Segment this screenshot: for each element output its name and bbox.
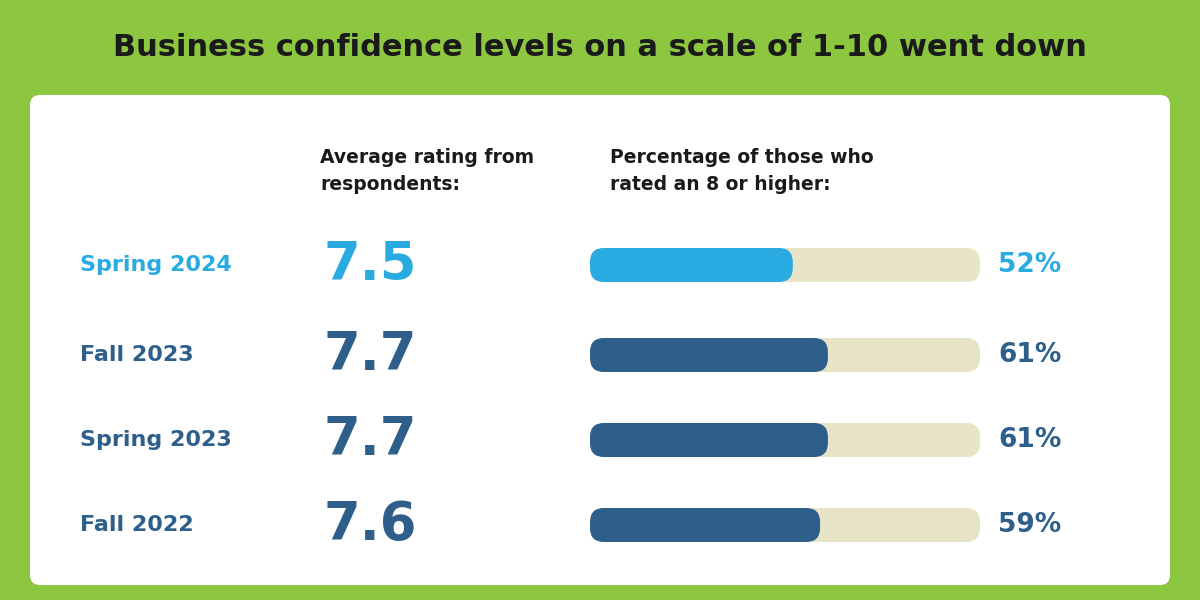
FancyBboxPatch shape [590,508,980,542]
Text: 52%: 52% [998,252,1061,278]
FancyBboxPatch shape [590,248,793,282]
Text: 7.7: 7.7 [323,414,416,466]
Text: Average rating from
respondents:: Average rating from respondents: [320,148,534,193]
Text: 7.5: 7.5 [323,239,416,291]
FancyBboxPatch shape [590,423,980,457]
Text: Percentage of those who
rated an 8 or higher:: Percentage of those who rated an 8 or hi… [610,148,874,193]
FancyBboxPatch shape [590,508,820,542]
Text: 7.6: 7.6 [323,499,416,551]
FancyBboxPatch shape [590,248,980,282]
Text: 7.7: 7.7 [323,329,416,381]
Text: Fall 2022: Fall 2022 [80,515,193,535]
Text: Spring 2024: Spring 2024 [80,255,232,275]
FancyBboxPatch shape [590,423,828,457]
Text: Spring 2023: Spring 2023 [80,430,232,450]
FancyBboxPatch shape [590,338,980,372]
Text: 61%: 61% [998,342,1061,368]
Text: Business confidence levels on a scale of 1-10 went down: Business confidence levels on a scale of… [113,34,1087,62]
Text: Fall 2023: Fall 2023 [80,345,193,365]
Text: 61%: 61% [998,427,1061,453]
FancyBboxPatch shape [590,338,828,372]
Text: 59%: 59% [998,512,1061,538]
FancyBboxPatch shape [30,95,1170,585]
